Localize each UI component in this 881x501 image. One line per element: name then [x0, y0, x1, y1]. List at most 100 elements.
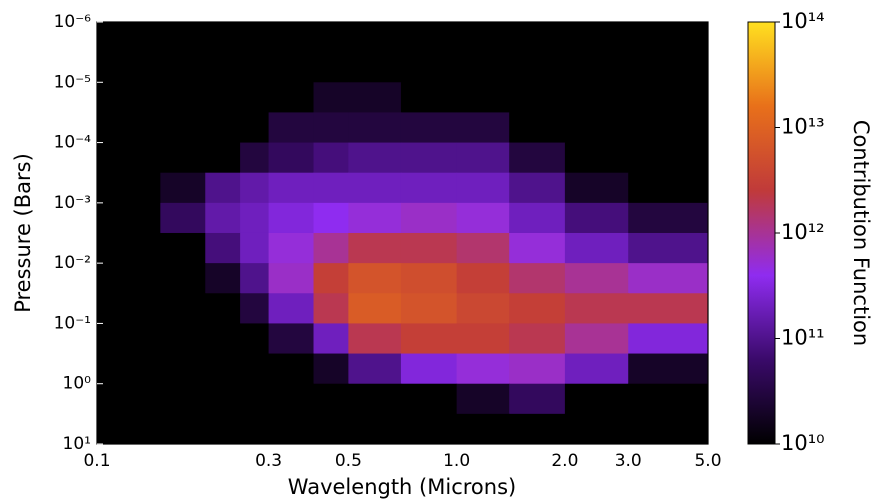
- heat-cell: [456, 82, 510, 113]
- heat-cell: [313, 383, 349, 415]
- y-tick-label: 10⁰: [63, 374, 92, 394]
- y-tick-label: 10¹: [63, 434, 91, 454]
- plot-frame: [96, 21, 709, 445]
- heat-cell: [268, 263, 315, 294]
- heat-cell: [240, 22, 270, 53]
- heat-cell: [564, 172, 629, 204]
- heat-cell: [400, 413, 458, 445]
- heat-cell: [268, 142, 315, 174]
- heat-cell: [97, 172, 161, 204]
- heat-cell: [97, 142, 161, 174]
- heat-cell: [628, 142, 709, 174]
- colorbar-tick-label: 10¹⁰: [781, 431, 825, 455]
- heat-cell: [509, 52, 566, 83]
- heat-cell: [564, 323, 629, 355]
- x-tick-label: 0.3: [255, 451, 282, 471]
- heat-cell: [509, 82, 566, 113]
- heat-cell: [628, 172, 709, 204]
- heat-cell: [456, 383, 510, 415]
- heat-cell: [268, 172, 315, 204]
- heat-cell: [400, 52, 458, 83]
- heat-cell: [628, 22, 709, 53]
- heat-cell: [564, 353, 629, 385]
- heat-cell: [160, 232, 206, 264]
- heat-cell: [268, 293, 315, 324]
- heat-cell: [97, 202, 161, 234]
- heat-cell: [160, 263, 206, 294]
- heat-cell: [205, 112, 241, 144]
- heat-cell: [348, 293, 402, 324]
- heat-cell: [628, 202, 709, 234]
- heat-cell: [268, 232, 315, 264]
- heat-cell: [240, 383, 270, 415]
- heat-cell: [240, 232, 270, 264]
- heat-cell: [240, 112, 270, 144]
- heat-cell: [628, 323, 709, 355]
- heat-cell: [628, 383, 709, 415]
- heat-cell: [313, 52, 349, 83]
- colorbar-tick-label: 10¹³: [781, 115, 825, 139]
- colorbar: [747, 21, 776, 445]
- heat-cell: [400, 202, 458, 234]
- heat-cell: [205, 172, 241, 204]
- heat-cell: [313, 82, 349, 113]
- heat-cell: [400, 142, 458, 174]
- heat-cell: [160, 22, 206, 53]
- heat-cell: [400, 22, 458, 53]
- x-tick-label: 0.5: [335, 451, 362, 471]
- heat-cell: [348, 142, 402, 174]
- heat-cell: [205, 22, 241, 53]
- heat-cell: [313, 323, 349, 355]
- heat-cell: [268, 353, 315, 385]
- heat-cell: [268, 112, 315, 144]
- heat-cell: [509, 112, 566, 144]
- heat-cell: [205, 323, 241, 355]
- heat-cell: [97, 263, 161, 294]
- heat-cell: [313, 142, 349, 174]
- heat-cell: [160, 202, 206, 234]
- heat-cell: [160, 112, 206, 144]
- heat-cell: [268, 323, 315, 355]
- y-tick-label: 10⁻³: [54, 193, 91, 213]
- heat-cell: [160, 142, 206, 174]
- y-tick-label: 10⁻⁶: [54, 12, 92, 32]
- heat-cell: [240, 142, 270, 174]
- heat-cell: [240, 353, 270, 385]
- heat-cell: [348, 82, 402, 113]
- heat-cell: [348, 323, 402, 355]
- heat-cell: [97, 353, 161, 385]
- heat-cell: [564, 82, 629, 113]
- heat-cell: [205, 82, 241, 113]
- heat-cell: [628, 293, 709, 324]
- heat-cell: [456, 142, 510, 174]
- heat-cell: [160, 413, 206, 445]
- heat-cell: [348, 202, 402, 234]
- heat-cell: [628, 82, 709, 113]
- heat-cell: [205, 142, 241, 174]
- heat-cell: [509, 172, 566, 204]
- heat-cell: [628, 52, 709, 83]
- heat-cell: [628, 232, 709, 264]
- y-tick-label: 10⁻⁵: [54, 72, 91, 92]
- heat-cell: [240, 82, 270, 113]
- heat-cell: [313, 22, 349, 53]
- heat-cell: [348, 263, 402, 294]
- heat-cell: [456, 263, 510, 294]
- heat-cell: [97, 413, 161, 445]
- heat-cell: [160, 82, 206, 113]
- heat-cell: [313, 172, 349, 204]
- heat-cell: [205, 52, 241, 83]
- heat-cell: [628, 263, 709, 294]
- y-tick-label: 10⁻¹: [54, 313, 91, 333]
- heat-cell: [160, 293, 206, 324]
- heat-cell: [313, 413, 349, 445]
- heat-cell: [97, 22, 161, 53]
- heat-cell: [509, 202, 566, 234]
- heat-cell: [268, 413, 315, 445]
- heat-cell: [400, 353, 458, 385]
- heat-cell: [564, 202, 629, 234]
- heat-cell: [400, 112, 458, 144]
- heat-cell: [456, 172, 510, 204]
- heat-cell: [160, 353, 206, 385]
